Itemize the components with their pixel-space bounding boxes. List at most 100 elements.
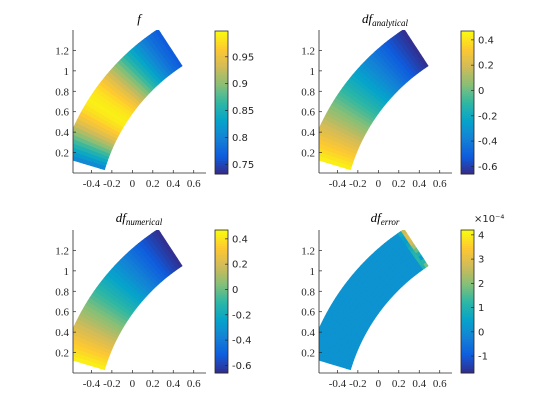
y-tick-label: 0.2 [55,348,69,360]
colorbar-segment [461,301,474,305]
colorbar-frame [214,30,229,175]
axes: -0.4 -0.2 0 0.2 0.4 0.6 0.2 0.4 0.6 0.8 1 1.2 [301,230,452,390]
heatmap-surface [66,230,183,371]
colorbar-segment [215,75,228,79]
colorbar-segment [461,118,474,121]
colorbar-segment [215,243,228,247]
colorbar-segment [461,332,474,336]
colorbar-segment [461,147,474,150]
y-tick-label: 0.4 [301,127,315,139]
subplot-title: dfanalytical [362,11,409,28]
colorbar-segment [461,276,474,280]
colorbar-segment [215,95,228,99]
colorbar-tick-label: 0.95 [232,52,254,63]
colorbar-segment [215,129,228,133]
x-tick-label: 0.2 [392,178,406,190]
colorbar-segment [461,230,474,233]
surface-patch [319,326,325,333]
surface-patch [312,142,318,147]
colorbar-segment [461,250,474,253]
colorbar-segment [461,283,474,287]
colorbar-segment [461,319,474,323]
colorbar-segment [215,44,228,48]
colorbar-segment [215,138,228,141]
x-tick-label: 0.4 [166,178,180,190]
colorbar-tick-label: -0.2 [478,111,498,122]
surface-patch [312,342,318,347]
colorbar-segment [215,169,228,173]
colorbar-exponent: ×10⁻⁴ [474,214,504,225]
colorbar-segment [215,294,228,298]
colorbar: 0.4 0.2 0 -0.2 -0.4 -0.6 [214,229,252,374]
colorbar-segment [461,68,474,72]
colorbar-segment [215,321,228,325]
colorbar-segment [215,326,228,329]
colorbar-segment [215,250,228,253]
colorbar-segment [461,236,474,240]
colorbar-segment [461,113,474,117]
x-tick-label: 0.4 [412,178,426,190]
colorbar-segment [461,35,474,39]
colorbar-segment [215,64,228,68]
y-tick-label: 1.2 [301,45,315,57]
colorbar-segment [461,131,474,135]
colorbar: 4 3 2 1 0 -1 [460,229,488,374]
colorbar-segment [215,55,228,59]
colorbar-segment [215,297,228,300]
colorbar-segment [461,303,474,307]
colorbar-segment [461,42,474,45]
colorbar-segment [215,276,228,280]
colorbar-segment [215,60,228,63]
colorbar-segment [461,279,474,282]
colorbar-tick-label: 1 [478,303,484,314]
colorbar-segment [215,330,228,334]
x-tick-label: -0.4 [83,378,101,390]
colorbar-segment [215,100,228,103]
colorbar-segment [215,51,228,54]
colorbar-segment [461,330,474,334]
colorbar-segment [215,131,228,135]
colorbar-segment [461,160,474,164]
colorbar-segment [215,80,228,83]
colorbar-segment [461,238,474,242]
colorbar-segment [461,165,474,168]
x-tick-label: -0.4 [329,378,347,390]
colorbar-tick-label: 0.4 [478,35,494,46]
colorbar-segment [461,91,474,95]
colorbar-segment [461,364,474,367]
heatmap-surface [312,230,429,371]
colorbar-segment [215,348,228,352]
colorbar-segment [461,39,474,43]
y-tick-label: 0.6 [55,307,69,319]
colorbar-segment [215,140,228,144]
colorbar-segment [461,100,474,103]
colorbar-segment [461,366,474,370]
surface-patch [73,126,79,133]
colorbar-segment [461,294,474,298]
colorbar-segment [215,39,228,43]
colorbar-segment [461,343,474,347]
colorbar-tick-label: -0.4 [478,137,498,148]
colorbar-segment [215,234,228,238]
y-tick-label: 0.2 [301,148,315,160]
colorbar-segment [215,77,228,81]
surface-patch [66,342,72,347]
x-tick-label: 0 [376,378,382,390]
y-tick-label: 0.6 [55,107,69,119]
colorbar-segment [461,285,474,289]
colorbar-segment [461,274,474,278]
x-tick-label: -0.2 [349,178,366,190]
colorbar-segment [215,115,228,119]
colorbar-segment [461,64,474,68]
colorbar-segment [461,310,474,314]
colorbar-segment [215,147,228,150]
colorbar-segment [215,98,228,101]
colorbar-segment [461,31,474,34]
y-tick-label: 0.6 [301,307,315,319]
colorbar-segment [461,86,474,90]
colorbar-segment [461,234,474,238]
colorbar-segment [215,158,228,162]
colorbar-segment [215,238,228,242]
colorbar-segment [215,314,228,318]
colorbar-segment [215,48,228,52]
